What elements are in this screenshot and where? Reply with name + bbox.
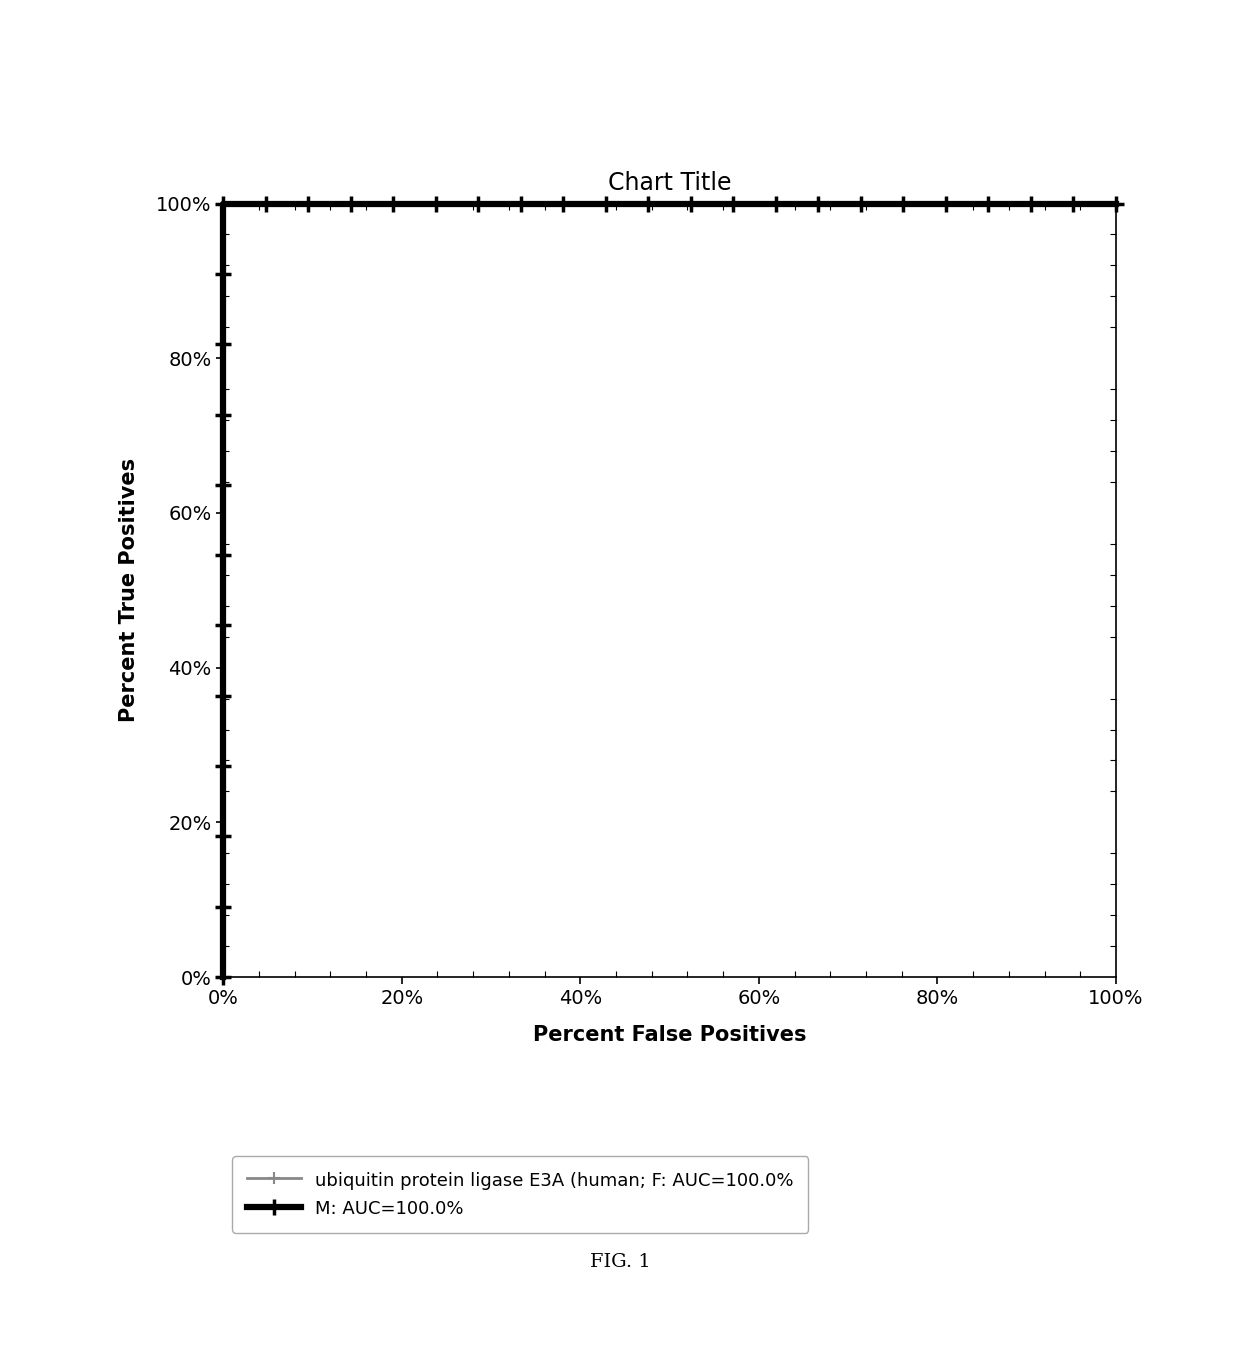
ubiquitin protein ligase E3A (human; F: AUC=100.0%: (0.81, 1): AUC=100.0%: (0.81, 1) xyxy=(939,195,954,212)
ubiquitin protein ligase E3A (human; F: AUC=100.0%: (0.476, 1): AUC=100.0%: (0.476, 1) xyxy=(641,195,656,212)
M: AUC=100.0%: (0.667, 1): AUC=100.0%: (0.667, 1) xyxy=(811,195,826,212)
M: AUC=100.0%: (0.0952, 1): AUC=100.0%: (0.0952, 1) xyxy=(301,195,316,212)
ubiquitin protein ligase E3A (human; F: AUC=100.0%: (0.905, 1): AUC=100.0%: (0.905, 1) xyxy=(1023,195,1038,212)
ubiquitin protein ligase E3A (human; F: AUC=100.0%: (0, 0.455): AUC=100.0%: (0, 0.455) xyxy=(216,617,231,634)
ubiquitin protein ligase E3A (human; F: AUC=100.0%: (0.571, 1): AUC=100.0%: (0.571, 1) xyxy=(725,195,740,212)
M: AUC=100.0%: (0.952, 1): AUC=100.0%: (0.952, 1) xyxy=(1066,195,1081,212)
ubiquitin protein ligase E3A (human; F: AUC=100.0%: (0, 0.364): AUC=100.0%: (0, 0.364) xyxy=(216,688,231,704)
M: AUC=100.0%: (0.0476, 1): AUC=100.0%: (0.0476, 1) xyxy=(258,195,273,212)
ubiquitin protein ligase E3A (human; F: AUC=100.0%: (1, 1): AUC=100.0%: (1, 1) xyxy=(1109,195,1123,212)
ubiquitin protein ligase E3A (human; F: AUC=100.0%: (0.238, 1): AUC=100.0%: (0.238, 1) xyxy=(428,195,443,212)
Text: FIG. 1: FIG. 1 xyxy=(590,1253,650,1272)
ubiquitin protein ligase E3A (human; F: AUC=100.0%: (0.143, 1): AUC=100.0%: (0.143, 1) xyxy=(343,195,358,212)
M: AUC=100.0%: (0.333, 1): AUC=100.0%: (0.333, 1) xyxy=(513,195,528,212)
ubiquitin protein ligase E3A (human; F: AUC=100.0%: (0.714, 1): AUC=100.0%: (0.714, 1) xyxy=(853,195,868,212)
ubiquitin protein ligase E3A (human; F: AUC=100.0%: (0.857, 1): AUC=100.0%: (0.857, 1) xyxy=(981,195,996,212)
ubiquitin protein ligase E3A (human; F: AUC=100.0%: (0.524, 1): AUC=100.0%: (0.524, 1) xyxy=(683,195,698,212)
M: AUC=100.0%: (0.571, 1): AUC=100.0%: (0.571, 1) xyxy=(725,195,740,212)
ubiquitin protein ligase E3A (human; F: AUC=100.0%: (0, 0.273): AUC=100.0%: (0, 0.273) xyxy=(216,759,231,775)
M: AUC=100.0%: (0.714, 1): AUC=100.0%: (0.714, 1) xyxy=(853,195,868,212)
M: AUC=100.0%: (0.762, 1): AUC=100.0%: (0.762, 1) xyxy=(897,195,911,212)
ubiquitin protein ligase E3A (human; F: AUC=100.0%: (0, 0.727): AUC=100.0%: (0, 0.727) xyxy=(216,406,231,422)
M: AUC=100.0%: (0, 0.273): AUC=100.0%: (0, 0.273) xyxy=(216,759,231,775)
ubiquitin protein ligase E3A (human; F: AUC=100.0%: (0, 0.818): AUC=100.0%: (0, 0.818) xyxy=(216,337,231,353)
Y-axis label: Percent True Positives: Percent True Positives xyxy=(119,459,139,722)
M: AUC=100.0%: (0, 0.727): AUC=100.0%: (0, 0.727) xyxy=(216,406,231,422)
ubiquitin protein ligase E3A (human; F: AUC=100.0%: (0.333, 1): AUC=100.0%: (0.333, 1) xyxy=(513,195,528,212)
M: AUC=100.0%: (0.476, 1): AUC=100.0%: (0.476, 1) xyxy=(641,195,656,212)
ubiquitin protein ligase E3A (human; F: AUC=100.0%: (0.0952, 1): AUC=100.0%: (0.0952, 1) xyxy=(301,195,316,212)
M: AUC=100.0%: (0.381, 1): AUC=100.0%: (0.381, 1) xyxy=(556,195,570,212)
ubiquitin protein ligase E3A (human; F: AUC=100.0%: (0, 1): AUC=100.0%: (0, 1) xyxy=(216,195,231,212)
ubiquitin protein ligase E3A (human; F: AUC=100.0%: (0.19, 1): AUC=100.0%: (0.19, 1) xyxy=(386,195,401,212)
M: AUC=100.0%: (0, 0.818): AUC=100.0%: (0, 0.818) xyxy=(216,337,231,353)
ubiquitin protein ligase E3A (human; F: AUC=100.0%: (0.762, 1): AUC=100.0%: (0.762, 1) xyxy=(897,195,911,212)
M: AUC=100.0%: (0.19, 1): AUC=100.0%: (0.19, 1) xyxy=(386,195,401,212)
M: AUC=100.0%: (0.857, 1): AUC=100.0%: (0.857, 1) xyxy=(981,195,996,212)
ubiquitin protein ligase E3A (human; F: AUC=100.0%: (0, 0.909): AUC=100.0%: (0, 0.909) xyxy=(216,266,231,282)
M: AUC=100.0%: (0, 0.455): AUC=100.0%: (0, 0.455) xyxy=(216,617,231,634)
ubiquitin protein ligase E3A (human; F: AUC=100.0%: (0.952, 1): AUC=100.0%: (0.952, 1) xyxy=(1066,195,1081,212)
M: AUC=100.0%: (0, 0.636): AUC=100.0%: (0, 0.636) xyxy=(216,476,231,493)
Line: M: AUC=100.0%: M: AUC=100.0% xyxy=(216,195,1123,985)
M: AUC=100.0%: (0.619, 1): AUC=100.0%: (0.619, 1) xyxy=(769,195,784,212)
M: AUC=100.0%: (0.524, 1): AUC=100.0%: (0.524, 1) xyxy=(683,195,698,212)
X-axis label: Percent False Positives: Percent False Positives xyxy=(533,1025,806,1045)
M: AUC=100.0%: (0, 1): AUC=100.0%: (0, 1) xyxy=(216,195,231,212)
M: AUC=100.0%: (1, 1): AUC=100.0%: (1, 1) xyxy=(1109,195,1123,212)
ubiquitin protein ligase E3A (human; F: AUC=100.0%: (0, 0.182): AUC=100.0%: (0, 0.182) xyxy=(216,828,231,844)
M: AUC=100.0%: (0, 0.545): AUC=100.0%: (0, 0.545) xyxy=(216,547,231,563)
ubiquitin protein ligase E3A (human; F: AUC=100.0%: (0.429, 1): AUC=100.0%: (0.429, 1) xyxy=(599,195,614,212)
Line: ubiquitin protein ligase E3A (human; F: AUC=100.0%: ubiquitin protein ligase E3A (human; F: … xyxy=(217,197,1122,984)
M: AUC=100.0%: (0.286, 1): AUC=100.0%: (0.286, 1) xyxy=(471,195,486,212)
ubiquitin protein ligase E3A (human; F: AUC=100.0%: (0, 0.545): AUC=100.0%: (0, 0.545) xyxy=(216,547,231,563)
M: AUC=100.0%: (0, 0.364): AUC=100.0%: (0, 0.364) xyxy=(216,688,231,704)
ubiquitin protein ligase E3A (human; F: AUC=100.0%: (0.381, 1): AUC=100.0%: (0.381, 1) xyxy=(556,195,570,212)
M: AUC=100.0%: (0, 0): AUC=100.0%: (0, 0) xyxy=(216,969,231,985)
ubiquitin protein ligase E3A (human; F: AUC=100.0%: (0.619, 1): AUC=100.0%: (0.619, 1) xyxy=(769,195,784,212)
M: AUC=100.0%: (0.81, 1): AUC=100.0%: (0.81, 1) xyxy=(939,195,954,212)
M: AUC=100.0%: (0.238, 1): AUC=100.0%: (0.238, 1) xyxy=(428,195,443,212)
M: AUC=100.0%: (0.429, 1): AUC=100.0%: (0.429, 1) xyxy=(599,195,614,212)
ubiquitin protein ligase E3A (human; F: AUC=100.0%: (0, 0.0909): AUC=100.0%: (0, 0.0909) xyxy=(216,898,231,915)
Legend: ubiquitin protein ligase E3A (human; F: AUC=100.0%, M: AUC=100.0%: ubiquitin protein ligase E3A (human; F: … xyxy=(232,1156,808,1234)
M: AUC=100.0%: (0.143, 1): AUC=100.0%: (0.143, 1) xyxy=(343,195,358,212)
ubiquitin protein ligase E3A (human; F: AUC=100.0%: (0.0476, 1): AUC=100.0%: (0.0476, 1) xyxy=(258,195,273,212)
Title: Chart Title: Chart Title xyxy=(608,171,732,194)
ubiquitin protein ligase E3A (human; F: AUC=100.0%: (0.286, 1): AUC=100.0%: (0.286, 1) xyxy=(471,195,486,212)
M: AUC=100.0%: (0, 0.0909): AUC=100.0%: (0, 0.0909) xyxy=(216,898,231,915)
ubiquitin protein ligase E3A (human; F: AUC=100.0%: (0, 0.636): AUC=100.0%: (0, 0.636) xyxy=(216,476,231,493)
M: AUC=100.0%: (0, 0.909): AUC=100.0%: (0, 0.909) xyxy=(216,266,231,282)
M: AUC=100.0%: (0, 0.182): AUC=100.0%: (0, 0.182) xyxy=(216,828,231,844)
ubiquitin protein ligase E3A (human; F: AUC=100.0%: (0, 0): AUC=100.0%: (0, 0) xyxy=(216,969,231,985)
M: AUC=100.0%: (0.905, 1): AUC=100.0%: (0.905, 1) xyxy=(1023,195,1038,212)
ubiquitin protein ligase E3A (human; F: AUC=100.0%: (0.667, 1): AUC=100.0%: (0.667, 1) xyxy=(811,195,826,212)
